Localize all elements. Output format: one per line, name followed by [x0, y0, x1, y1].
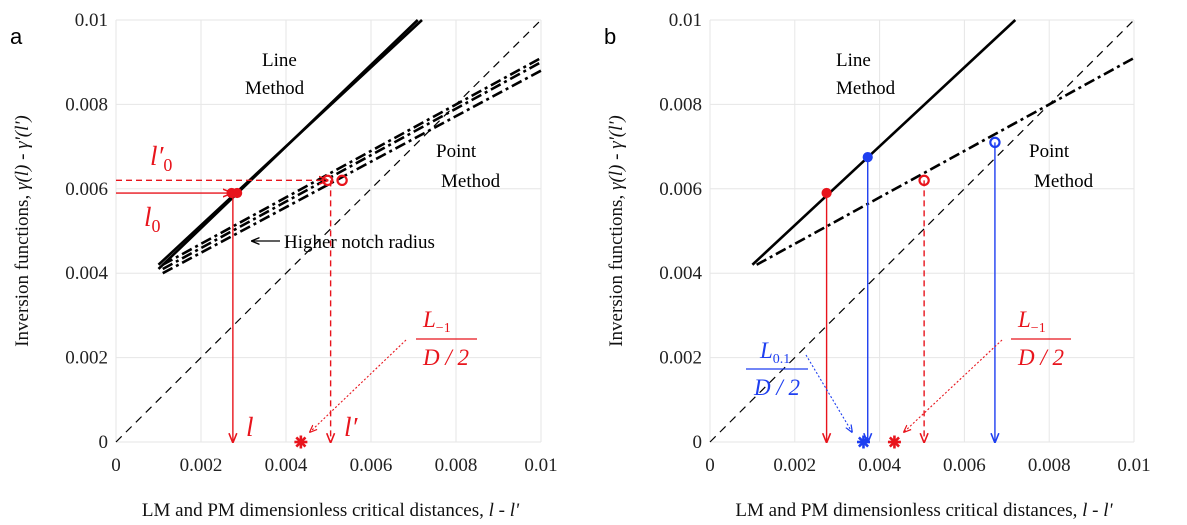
point-method-label: Point — [436, 141, 477, 162]
higher-notch-label: Higher notch radius — [284, 232, 435, 253]
red-fraction-denominator: D / 2 — [1017, 345, 1064, 370]
y-tick-label: 0 — [99, 432, 109, 453]
line-method-curve-2 — [157, 19, 423, 266]
open-marker — [321, 174, 334, 187]
lprime0-subscript: 0 — [163, 155, 172, 175]
x-tick-label: 0.01 — [1117, 455, 1150, 476]
open-marker — [989, 136, 1001, 149]
star-marker — [856, 435, 870, 449]
x-tick-label: 0.006 — [943, 455, 986, 476]
lprime-axis-var: l′ — [344, 412, 359, 442]
y-tick-label: 0.008 — [65, 94, 108, 115]
y-axis-label-text: Inversion functions, — [12, 190, 33, 347]
fraction-pointer-arrow — [310, 339, 407, 432]
filled-marker — [862, 152, 873, 163]
x-tick-label: 0.01 — [524, 455, 557, 476]
x-axis-label-text: LM and PM dimensionless critical distanc… — [142, 500, 489, 521]
l0-var: l — [144, 202, 152, 232]
star-marker — [887, 435, 901, 449]
y-tick-label: 0.006 — [65, 179, 108, 200]
red-fraction-numerator: L−1 — [1017, 307, 1046, 336]
point-method-label-2: Method — [441, 171, 501, 192]
lprime-axis-label: l′ — [344, 412, 359, 442]
y-axis-label-vars: γ(l) - γ'(l') — [606, 115, 627, 190]
panel-letter: b — [604, 24, 616, 49]
line-method-label-2: Method — [245, 78, 305, 99]
blue-fraction-num-subscript: 0.1 — [773, 352, 791, 367]
line-method-label: Line — [836, 50, 871, 71]
point-method-curve-3 — [162, 69, 542, 275]
y-tick-label: 0 — [693, 432, 703, 453]
x-tick-label: 0 — [705, 455, 715, 476]
x-tick-label: 0.002 — [180, 455, 223, 476]
y-tick-label: 0.01 — [669, 10, 702, 31]
point-method-curve-5 — [162, 56, 542, 266]
line-method-label-2: Method — [836, 78, 896, 99]
line-method-curve-1 — [751, 19, 1017, 266]
y-tick-label: 0.002 — [65, 348, 108, 369]
x-tick-label: 0 — [111, 455, 121, 476]
point-method-curve-4 — [162, 61, 542, 271]
red-fraction-num-var: L — [1017, 307, 1031, 332]
y-axis-label-text: Inversion functions, — [606, 190, 627, 347]
point-method-label: Point — [1029, 141, 1070, 162]
panel-a-chart: 000.0020.0020.0040.0040.0060.0060.0080.0… — [10, 10, 558, 521]
red-fraction-num-subscript: −1 — [1031, 321, 1046, 336]
filled-marker — [232, 187, 243, 199]
filled-marker — [821, 187, 832, 199]
l-axis-label: l — [246, 412, 254, 442]
l-axis-var: l — [246, 412, 254, 442]
y-tick-label: 0.004 — [65, 263, 108, 284]
y-axis-label: Inversion functions, γ(l) - γ'(l') — [12, 115, 33, 347]
lprime0-var: l′ — [150, 141, 165, 171]
l0-subscript: 0 — [152, 216, 161, 236]
x-tick-label: 0.008 — [435, 455, 478, 476]
y-tick-label: 0.002 — [659, 348, 702, 369]
x-tick-label: 0.004 — [858, 455, 901, 476]
grid — [115, 19, 542, 443]
reference-line-0 — [115, 19, 542, 443]
blue-fraction-num-var: L — [759, 338, 773, 363]
y-tick-label: 0.004 — [659, 263, 702, 284]
x-axis-label-vars: l - l' — [1082, 500, 1113, 521]
blue-fraction-numerator: L0.1 — [759, 338, 790, 367]
red-fraction-pointer-arrow — [904, 339, 1003, 432]
point-method-label-2: Method — [1034, 171, 1094, 192]
x-axis-label: LM and PM dimensionless critical distanc… — [735, 500, 1113, 521]
y-axis-label-vars: γ(l) - γ'(l') — [12, 115, 33, 190]
reference-line-0 — [709, 19, 1135, 443]
panel-letter: a — [10, 24, 23, 49]
x-tick-label: 0.002 — [773, 455, 816, 476]
star-stroke — [857, 436, 870, 448]
y-tick-label: 0.006 — [659, 179, 702, 200]
x-axis-label-text: LM and PM dimensionless critical distanc… — [735, 500, 1082, 521]
fraction-denominator: D / 2 — [422, 345, 469, 370]
fraction-numerator: L−1 — [422, 307, 451, 336]
star-stroke — [295, 436, 307, 448]
x-axis-label: LM and PM dimensionless critical distanc… — [142, 500, 520, 521]
star-stroke — [888, 436, 900, 448]
y-tick-label: 0.008 — [659, 94, 702, 115]
y-tick-label: 0.01 — [75, 10, 108, 31]
lprime0-label: l′0 — [150, 141, 172, 175]
line-method-label: Line — [262, 50, 297, 71]
x-tick-label: 0.004 — [265, 455, 308, 476]
y-axis-label: Inversion functions, γ(l) - γ'(l') — [606, 115, 627, 347]
open-marker — [918, 174, 930, 187]
x-tick-label: 0.006 — [350, 455, 393, 476]
point-method-curve-2 — [756, 56, 1135, 266]
blue-fraction-pointer-arrow — [805, 354, 852, 432]
l0-label: l0 — [144, 202, 161, 236]
star-marker — [294, 435, 308, 449]
blue-fraction-denominator: D / 2 — [753, 375, 800, 400]
fraction-num-subscript: −1 — [436, 321, 451, 336]
fraction-num-var: L — [422, 307, 436, 332]
open-marker — [336, 174, 348, 187]
panel-b-chart: 00 0.002 0.002 0.004 0.004 0.006 0.006 0.008 0.0… — [604, 10, 1151, 521]
x-tick-label: 0.008 — [1028, 455, 1071, 476]
x-axis-label-vars: l - l' — [489, 500, 520, 521]
